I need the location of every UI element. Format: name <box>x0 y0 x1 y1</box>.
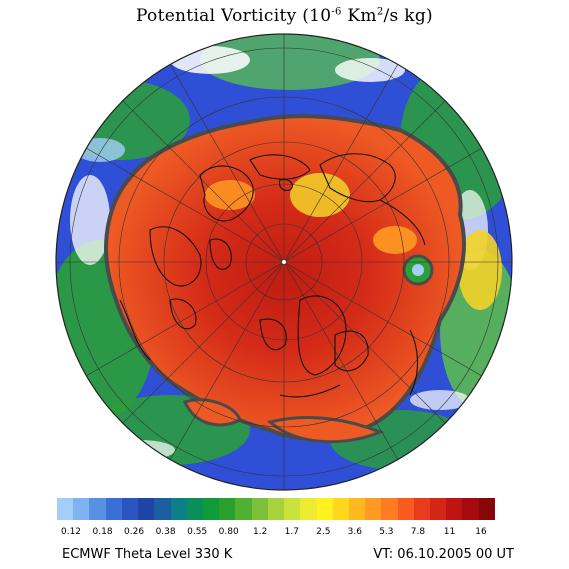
colorbar-cell <box>462 498 479 520</box>
chart-title: Potential Vorticity (10-6 Km2/s kg) <box>135 6 433 26</box>
colorbar-tick-label: 5.3 <box>379 527 394 537</box>
colorbar-tick-label: 3.6 <box>347 527 363 537</box>
colorbar-cell <box>105 498 122 520</box>
colorbar-cell <box>121 498 139 520</box>
colorbar-cell <box>478 498 495 520</box>
colorbar-cell <box>316 498 333 520</box>
colorbar-cell <box>73 498 90 520</box>
colorbar-cell <box>251 498 268 520</box>
colorbar-cell <box>186 498 203 520</box>
colorbar-cell <box>154 498 171 520</box>
colorbar-cell <box>284 498 301 520</box>
model-level-label: ECMWF Theta Level 330 K <box>62 547 233 562</box>
pv-reservoir <box>104 114 466 441</box>
colorbar-tick-label: 0.26 <box>124 527 145 537</box>
colorbar-cell <box>89 498 106 520</box>
map-border <box>55 33 513 491</box>
colorbar-cell <box>300 498 317 520</box>
pv-tongue-south <box>266 416 384 444</box>
colorbar-cell <box>381 498 398 520</box>
coastlines <box>119 153 426 398</box>
colorbar-cell <box>235 498 252 520</box>
colorbar-cell <box>430 498 447 520</box>
colorbar-tick-label: 7.8 <box>410 527 426 537</box>
colorbar-tick-label: 0.18 <box>92 527 113 537</box>
colorbar-tick-label: 2.5 <box>316 527 331 537</box>
colorbar-tick-label: 16 <box>475 527 487 537</box>
colorbar-cell <box>446 498 463 520</box>
colorbar-tick-label: 1.2 <box>253 527 268 537</box>
colorbar-cell <box>219 498 236 520</box>
colorbar-tick-label: 0.55 <box>187 527 208 537</box>
colorbar-tick-label: 1.7 <box>284 527 299 537</box>
colorbar-cell <box>397 498 414 520</box>
colorbar-tick-label: 0.38 <box>155 527 176 537</box>
colorbar-tick-label: 0.80 <box>218 527 239 537</box>
colorbar-cell <box>57 498 74 520</box>
colorbar-tick-labels: 0.12 0.18 0.26 0.38 0.55 0.80 1.2 1.7 2.5 3.6 5.3 7… <box>57 527 495 541</box>
colorbar-cell <box>332 498 349 520</box>
colorbar-cell <box>202 498 220 520</box>
colorbar-cell <box>267 498 285 520</box>
colorbar-tick-label: 11 <box>443 527 456 537</box>
colorbar-tick-label: 0.12 <box>60 527 82 537</box>
colorbar <box>57 498 495 520</box>
colorbar-cell <box>365 498 382 520</box>
colorbar-cell <box>413 498 431 520</box>
valid-time-label: VT: 06.10.2005 00 UT <box>373 547 514 562</box>
colorbar-cell <box>348 498 366 520</box>
colorbar-cell <box>170 498 187 520</box>
colorbar-cell <box>138 498 155 520</box>
